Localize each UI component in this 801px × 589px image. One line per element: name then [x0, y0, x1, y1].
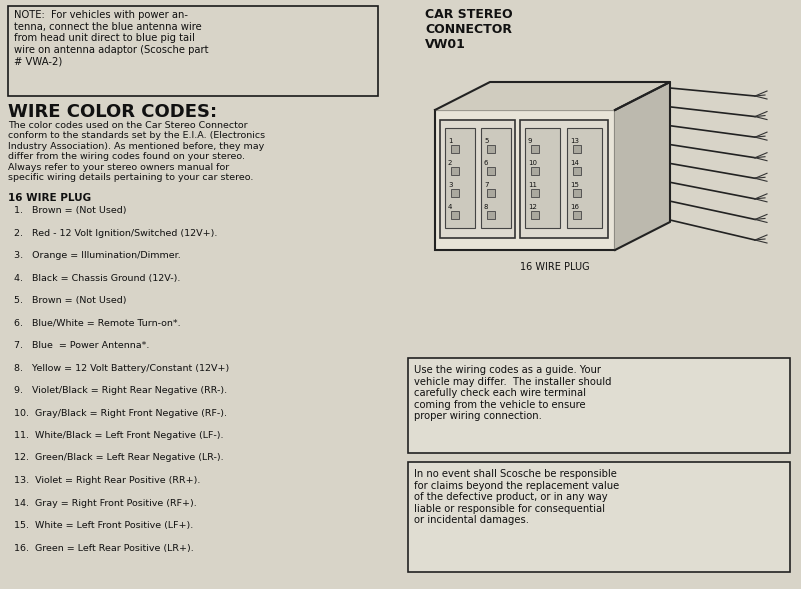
Text: 8.   Yellow = 12 Volt Battery/Constant (12V+): 8. Yellow = 12 Volt Battery/Constant (12… — [14, 363, 229, 372]
Text: 4: 4 — [448, 204, 453, 210]
Bar — [531, 211, 539, 219]
Bar — [487, 167, 495, 175]
Bar — [435, 110, 615, 250]
Bar — [567, 128, 602, 228]
Text: 8: 8 — [484, 204, 489, 210]
Text: 11: 11 — [528, 182, 537, 188]
Text: 4.   Black = Chassis Ground (12V-).: 4. Black = Chassis Ground (12V-). — [14, 273, 180, 283]
Bar — [531, 145, 539, 153]
Bar — [451, 145, 459, 153]
Text: 1: 1 — [448, 138, 453, 144]
Bar — [451, 167, 459, 175]
Bar — [573, 167, 581, 175]
Text: 11.  White/Black = Left Front Negative (LF-).: 11. White/Black = Left Front Negative (L… — [14, 431, 223, 440]
Text: 15: 15 — [570, 182, 579, 188]
Text: 12: 12 — [528, 204, 537, 210]
Text: 7: 7 — [484, 182, 489, 188]
Bar — [487, 211, 495, 219]
Bar — [8, 6, 378, 96]
Text: NOTE:  For vehicles with power an-
tenna, connect the blue antenna wire
from hea: NOTE: For vehicles with power an- tenna,… — [14, 10, 208, 67]
Text: Use the wiring codes as a guide. Your
vehicle may differ.  The installer should
: Use the wiring codes as a guide. Your ve… — [414, 365, 611, 421]
Bar — [481, 128, 511, 228]
Text: 9: 9 — [528, 138, 533, 144]
Text: 14: 14 — [570, 160, 579, 166]
Bar — [573, 145, 581, 153]
Polygon shape — [615, 82, 670, 250]
Text: 13.  Violet = Right Rear Positive (RR+).: 13. Violet = Right Rear Positive (RR+). — [14, 476, 200, 485]
Text: 12.  Green/Black = Left Rear Negative (LR-).: 12. Green/Black = Left Rear Negative (LR… — [14, 454, 223, 462]
Bar — [408, 462, 790, 572]
Text: 2: 2 — [448, 160, 453, 166]
Text: 15.  White = Left Front Positive (LF+).: 15. White = Left Front Positive (LF+). — [14, 521, 193, 530]
Text: 16 WIRE PLUG: 16 WIRE PLUG — [520, 262, 590, 272]
Bar — [531, 167, 539, 175]
Bar — [487, 189, 495, 197]
Text: CAR STEREO
CONNECTOR
VW01: CAR STEREO CONNECTOR VW01 — [425, 8, 513, 51]
Bar — [408, 358, 790, 453]
Bar — [445, 128, 475, 228]
Bar — [451, 211, 459, 219]
Text: 10: 10 — [528, 160, 537, 166]
Bar — [440, 120, 515, 238]
Text: 16.  Green = Left Rear Positive (LR+).: 16. Green = Left Rear Positive (LR+). — [14, 544, 194, 552]
Bar — [573, 189, 581, 197]
Text: 2.   Red - 12 Volt Ignition/Switched (12V+).: 2. Red - 12 Volt Ignition/Switched (12V+… — [14, 229, 217, 237]
Text: 7.   Blue  = Power Antenna*.: 7. Blue = Power Antenna*. — [14, 341, 149, 350]
Bar — [525, 128, 560, 228]
Text: 6.   Blue/White = Remote Turn-on*.: 6. Blue/White = Remote Turn-on*. — [14, 319, 180, 327]
Text: 16: 16 — [570, 204, 579, 210]
Text: 5: 5 — [484, 138, 489, 144]
Text: 5.   Brown = (Not Used): 5. Brown = (Not Used) — [14, 296, 127, 305]
Text: 3.   Orange = Illumination/Dimmer.: 3. Orange = Illumination/Dimmer. — [14, 251, 181, 260]
Bar — [520, 120, 608, 238]
Text: 6: 6 — [484, 160, 489, 166]
Text: The color codes used on the Car Stereo Connector
conform to the standards set by: The color codes used on the Car Stereo C… — [8, 121, 265, 182]
Text: WIRE COLOR CODES:: WIRE COLOR CODES: — [8, 103, 217, 121]
Bar — [531, 189, 539, 197]
Text: 9.   Violet/Black = Right Rear Negative (RR-).: 9. Violet/Black = Right Rear Negative (R… — [14, 386, 227, 395]
Bar — [487, 145, 495, 153]
Text: 14.  Gray = Right Front Positive (RF+).: 14. Gray = Right Front Positive (RF+). — [14, 498, 197, 508]
Polygon shape — [435, 82, 670, 110]
Text: 10.  Gray/Black = Right Front Negative (RF-).: 10. Gray/Black = Right Front Negative (R… — [14, 409, 227, 418]
Text: 1.   Brown = (Not Used): 1. Brown = (Not Used) — [14, 206, 127, 215]
Text: 16 WIRE PLUG: 16 WIRE PLUG — [8, 193, 91, 203]
Bar — [573, 211, 581, 219]
Text: 13: 13 — [570, 138, 579, 144]
Bar — [451, 189, 459, 197]
Text: 3: 3 — [448, 182, 453, 188]
Text: In no event shall Scosche be responsible
for claims beyond the replacement value: In no event shall Scosche be responsible… — [414, 469, 619, 525]
